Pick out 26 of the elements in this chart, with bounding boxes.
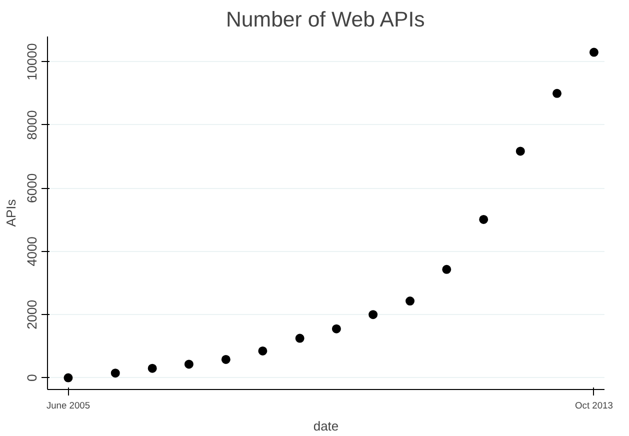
point (406, 296, 415, 306)
point (110, 368, 120, 378)
x-tick-label: Oct 2013 (575, 400, 613, 410)
point (258, 346, 268, 356)
point (442, 264, 452, 274)
x-axis-title: date (313, 418, 339, 434)
point (221, 354, 230, 364)
point (332, 324, 341, 334)
chart-title: Number of Web APIs (226, 8, 425, 32)
y-tick-label: 10000 (24, 43, 40, 80)
point (516, 146, 525, 156)
point (589, 48, 598, 57)
y-axis-title: APIs (4, 198, 18, 227)
point (479, 214, 488, 224)
y-tick-label: 0 (24, 374, 40, 382)
y-tick-label: 8000 (24, 110, 40, 140)
y-tick-label: 2000 (24, 300, 40, 330)
y-tick-label: 6000 (24, 173, 40, 204)
y-tick-label: 4000 (24, 236, 40, 266)
x-tick-label: June 2005 (46, 400, 90, 410)
point (552, 88, 562, 98)
point (64, 373, 73, 382)
point (295, 334, 304, 343)
point (368, 310, 378, 320)
point (148, 364, 157, 373)
point (184, 360, 194, 369)
